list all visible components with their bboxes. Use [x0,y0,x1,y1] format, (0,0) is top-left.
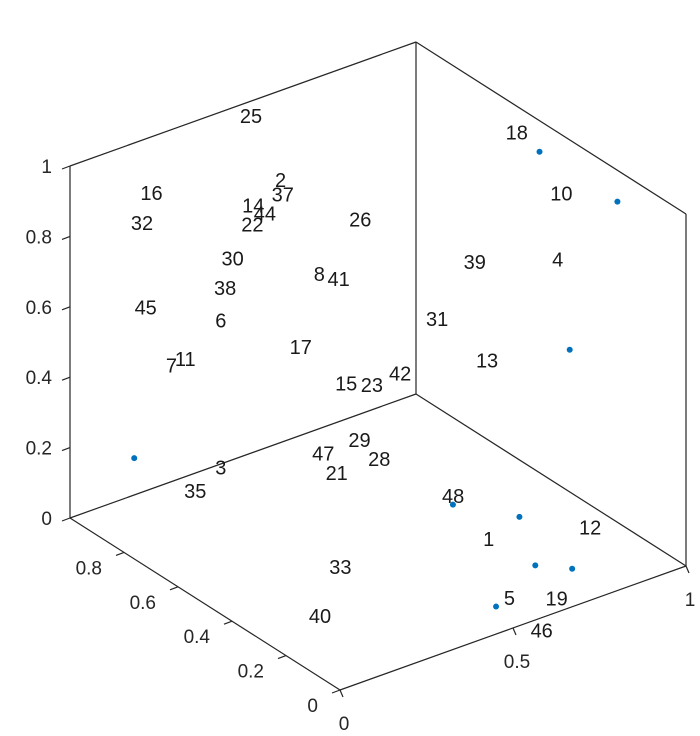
z-tick-label: 0.4 [26,368,53,389]
point-label: 21 [326,463,348,485]
point-label: 44 [254,203,276,225]
data-point [493,603,500,610]
point-label: 29 [348,430,370,452]
y-tick-label: 0.8 [76,558,102,579]
x-tick [339,689,344,698]
data-point [614,198,621,205]
point-label: 2 [275,170,286,192]
data-point [566,346,573,353]
point-label: 1 [483,529,494,551]
point-label: 28 [368,449,390,471]
point-label: 32 [131,213,153,235]
point-label: 4 [552,249,563,271]
z-tick-label: 0.2 [26,439,52,460]
point-label: 31 [426,309,448,331]
point-label: 39 [464,252,486,274]
z-tick-label: 0.8 [26,227,52,248]
data-point [536,148,543,155]
z-tick-label: 0 [41,509,52,530]
z-tick [61,306,71,311]
point-label: 12 [579,517,601,539]
z-tick [61,447,71,452]
x-tick-label: 0 [339,714,350,735]
point-label: 7 [166,355,177,377]
edge-y-front [69,517,341,691]
point-label: 37 [272,184,294,206]
z-tick [61,165,71,170]
y-tick [223,620,233,625]
point-label: 26 [349,209,371,231]
data-point [532,562,539,569]
edge-top-back [69,41,417,167]
z-tick-label: 1 [41,157,52,178]
edge-top-right [415,41,687,215]
point-label: 17 [290,337,312,359]
point-label: 6 [215,311,226,333]
point-label: 46 [531,620,553,642]
point-label: 48 [442,486,464,508]
point-label: 11 [175,349,196,371]
data-point [569,565,576,572]
point-label: 47 [312,443,334,465]
point-label: 10 [550,183,572,205]
point-label: 41 [328,269,350,291]
y-tick [169,586,179,591]
point-label: 35 [184,481,206,503]
point-label: 25 [240,106,262,128]
point-label: 23 [361,375,383,397]
point-labels: 1234567810111213141516171819212223252628… [131,106,601,642]
point-label: 16 [140,183,162,205]
point-label: 5 [504,588,515,610]
point-label: 38 [214,278,236,300]
y-tick-label: 0 [307,696,318,717]
z-tick-label: 0.6 [26,298,52,319]
x-tick-label: 1 [685,590,696,611]
data-points [131,148,621,610]
point-label: 42 [389,363,411,385]
point-label: 3 [215,458,226,480]
y-tick-label: 0.4 [184,627,211,648]
x-tick [512,627,517,636]
x-tick [685,565,690,574]
y-tick [277,655,287,660]
z-tick [61,517,71,522]
point-label: 33 [329,557,351,579]
axes-box [69,41,687,691]
point-label: 22 [241,215,263,237]
point-label: 19 [545,589,567,611]
y-tick [115,551,125,556]
edge-y1-bottom [69,393,417,519]
x-tick-label: 0.5 [504,652,530,673]
z-tick [61,235,71,240]
point-label: 8 [314,264,325,286]
y-tick [331,689,341,694]
data-point [449,501,456,508]
y-tick-label: 0.2 [238,662,264,683]
point-label: 30 [221,248,243,270]
point-label: 18 [506,123,528,145]
point-label: 15 [335,374,357,396]
data-point [516,513,523,520]
point-label: 40 [309,606,331,628]
point-label: 45 [135,297,157,319]
data-point [131,455,138,462]
point-label: 14 [242,195,264,217]
y-tick-label: 0.6 [130,593,156,614]
edge-x1-bottom [415,393,687,567]
z-tick [61,376,71,381]
point-label: 13 [476,351,498,373]
